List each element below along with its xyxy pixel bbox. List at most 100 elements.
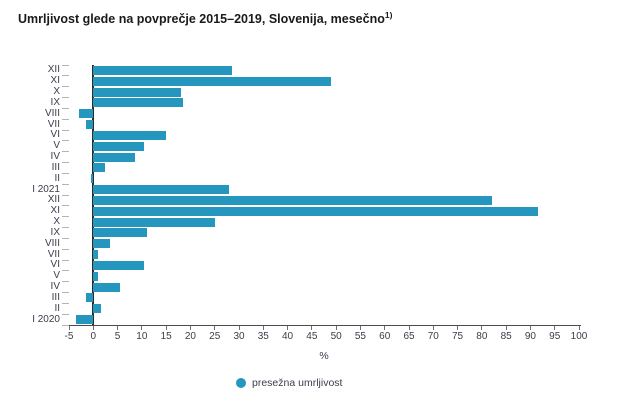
x-axis-tick-label: 25	[209, 331, 221, 342]
x-axis-tick	[262, 326, 264, 330]
x-axis-tick-label: 35	[257, 331, 269, 342]
y-axis-tick	[62, 281, 69, 283]
y-axis-label: IV	[50, 151, 60, 163]
y-axis-tick	[62, 183, 69, 185]
bar	[93, 130, 167, 140]
y-axis-tick	[62, 140, 69, 142]
x-axis-tick-label: 5	[114, 331, 121, 342]
x-axis-tick	[554, 326, 556, 330]
y-axis-label: XI	[50, 75, 60, 87]
x-axis-tick	[432, 326, 434, 330]
zero-axis-line	[92, 65, 95, 325]
y-axis-label: IV	[50, 281, 60, 293]
x-axis-tick-label: 20	[184, 331, 196, 342]
bar	[93, 304, 101, 314]
y-axis-label: XI	[50, 205, 60, 217]
bar	[93, 250, 99, 260]
x-axis-tick	[141, 326, 143, 330]
y-axis-tick	[62, 64, 69, 66]
y-axis-label: VI	[50, 129, 60, 141]
y-axis-label: I 2020	[32, 313, 60, 325]
y-axis-tick	[62, 216, 69, 218]
x-axis-tick	[287, 326, 289, 330]
x-axis-tick-label: -5	[64, 331, 74, 342]
y-axis-label: XII	[47, 64, 60, 76]
y-axis-tick	[62, 194, 69, 196]
y-axis-label: VII	[47, 118, 60, 130]
y-axis-label: X	[53, 86, 60, 98]
bar	[93, 76, 332, 86]
y-axis-tick	[62, 248, 69, 250]
chart-title-footnote-marker: 1)	[384, 10, 393, 20]
y-axis-tick	[62, 129, 69, 131]
x-axis-tick-label: 75	[452, 331, 464, 342]
x-axis-line	[66, 325, 581, 326]
bar	[86, 120, 94, 130]
bar	[76, 315, 94, 325]
y-axis-tick	[62, 227, 69, 228]
y-axis-label: III	[51, 291, 60, 303]
x-axis-tick	[311, 326, 313, 330]
x-axis-tick-label: 85	[500, 331, 512, 342]
x-axis-tick	[117, 326, 119, 330]
bar	[93, 141, 145, 151]
x-axis-tick	[457, 326, 459, 330]
bar	[93, 206, 538, 216]
plot-area	[69, 65, 579, 325]
bar	[93, 185, 230, 195]
x-axis-tick-label: 100	[570, 331, 588, 342]
x-axis-tick-label: 40	[282, 331, 294, 342]
y-axis-tick	[62, 259, 69, 261]
y-axis-label: III	[51, 161, 60, 173]
x-axis-tick	[214, 326, 216, 330]
x-axis-tick-label: 95	[549, 331, 561, 342]
x-axis-tick-label: 15	[160, 331, 172, 342]
y-axis-tick	[62, 86, 69, 88]
y-axis-tick	[62, 270, 69, 272]
x-axis-tick-label: 65	[403, 331, 415, 342]
x-axis-tick	[92, 326, 94, 330]
y-axis-tick	[62, 205, 69, 207]
y-axis-label: II	[54, 172, 60, 184]
bar	[93, 260, 145, 270]
bar	[93, 239, 111, 249]
x-axis-tick-label: 60	[379, 331, 391, 342]
y-axis-tick	[62, 97, 69, 98]
x-axis-tick	[529, 326, 531, 330]
y-axis-tick	[62, 75, 69, 77]
y-axis-label: XII	[47, 194, 60, 206]
x-axis-tick-label: 10	[136, 331, 148, 342]
y-axis-tick	[62, 172, 69, 174]
x-axis-tick-label: 70	[427, 331, 439, 342]
y-axis-label: VIII	[44, 237, 60, 249]
x-axis-tick-label: 0	[90, 331, 97, 342]
x-axis-tick	[189, 326, 191, 330]
bar	[93, 195, 492, 205]
x-axis-tick	[408, 326, 410, 330]
x-axis-tick-label: 30	[233, 331, 245, 342]
y-axis-label: VII	[47, 248, 60, 260]
y-axis-tick	[62, 292, 69, 293]
x-axis-tick-label: 90	[524, 331, 536, 342]
y-axis-tick	[62, 313, 69, 315]
y-axis-tick	[62, 162, 69, 163]
y-axis-label: X	[53, 216, 60, 228]
x-axis-tick	[384, 326, 386, 330]
y-axis-tick	[62, 107, 69, 109]
y-axis-tick	[62, 118, 69, 120]
bar	[90, 174, 94, 184]
x-axis-tick	[578, 326, 580, 330]
bar	[78, 109, 94, 119]
x-axis-tick	[335, 326, 337, 330]
bar	[93, 228, 147, 238]
legend-marker-icon	[236, 378, 246, 388]
y-axis-label: IX	[50, 226, 60, 238]
bar	[93, 152, 135, 162]
legend: presežna umrljivost	[236, 377, 342, 389]
chart-title-text: Umrljivost glede na povprečje 2015–2019,…	[18, 12, 385, 27]
y-axis-tick	[62, 151, 69, 153]
x-axis-title: %	[319, 350, 329, 362]
x-axis-tick	[505, 326, 507, 330]
x-axis-tick-label: 50	[330, 331, 342, 342]
